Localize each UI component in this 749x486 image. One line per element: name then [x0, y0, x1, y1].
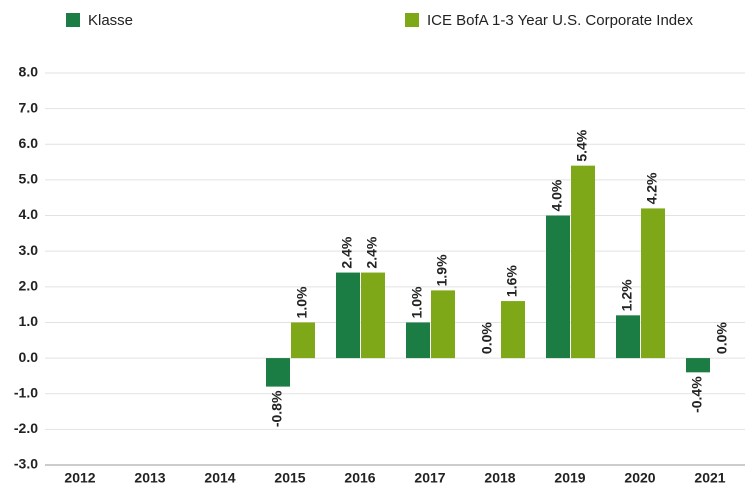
value-label: 4.0%	[549, 179, 565, 211]
y-tick-label: 6.0	[19, 135, 39, 151]
bar	[501, 301, 525, 359]
y-tick-label: 7.0	[19, 99, 39, 115]
x-tick-label: 2016	[344, 470, 375, 486]
bar	[641, 208, 665, 359]
x-tick-label: 2012	[64, 470, 95, 486]
value-label: 1.0%	[294, 286, 310, 318]
legend-swatch	[405, 13, 419, 27]
legend-label: Klasse	[88, 12, 133, 29]
y-tick-label: 2.0	[19, 278, 39, 294]
x-tick-label: 2020	[624, 470, 655, 486]
y-tick-label: 3.0	[19, 242, 39, 258]
bar	[406, 322, 430, 359]
y-tick-label: -2.0	[14, 420, 38, 436]
legend-label: ICE BofA 1-3 Year U.S. Corporate Index	[427, 12, 693, 29]
value-label: 1.6%	[504, 265, 520, 297]
bar	[336, 272, 360, 359]
x-tick-label: 2019	[554, 470, 585, 486]
y-tick-label: -3.0	[14, 456, 38, 472]
value-label: 1.2%	[619, 279, 635, 311]
x-tick-label: 2021	[694, 470, 725, 486]
x-tick-label: 2014	[204, 470, 235, 486]
value-label: 2.4%	[364, 236, 380, 268]
value-label: 1.0%	[409, 286, 425, 318]
value-label: 0.0%	[479, 322, 495, 354]
value-label: -0.8%	[269, 390, 285, 427]
x-tick-label: 2017	[414, 470, 445, 486]
value-label: 1.9%	[434, 254, 450, 286]
value-label: 5.4%	[574, 129, 590, 161]
bar	[571, 165, 595, 359]
legend-swatch	[66, 13, 80, 27]
x-tick-label: 2015	[274, 470, 305, 486]
bar	[686, 358, 710, 373]
x-tick-label: 2018	[484, 470, 515, 486]
value-label: -0.4%	[689, 376, 705, 413]
bar	[431, 290, 455, 359]
y-tick-label: 5.0	[19, 171, 39, 187]
value-label: 4.2%	[644, 172, 660, 204]
y-tick-label: 0.0	[19, 349, 39, 365]
bar	[361, 272, 385, 359]
bar	[546, 215, 570, 359]
value-label: 0.0%	[714, 322, 730, 354]
y-tick-label: -1.0	[14, 384, 38, 400]
bar	[291, 322, 315, 359]
y-tick-label: 8.0	[19, 64, 39, 80]
x-tick-label: 2013	[134, 470, 165, 486]
bar	[266, 358, 290, 387]
value-label: 2.4%	[339, 236, 355, 268]
bar	[616, 315, 640, 359]
y-tick-label: 1.0	[19, 313, 39, 329]
y-tick-label: 4.0	[19, 206, 39, 222]
